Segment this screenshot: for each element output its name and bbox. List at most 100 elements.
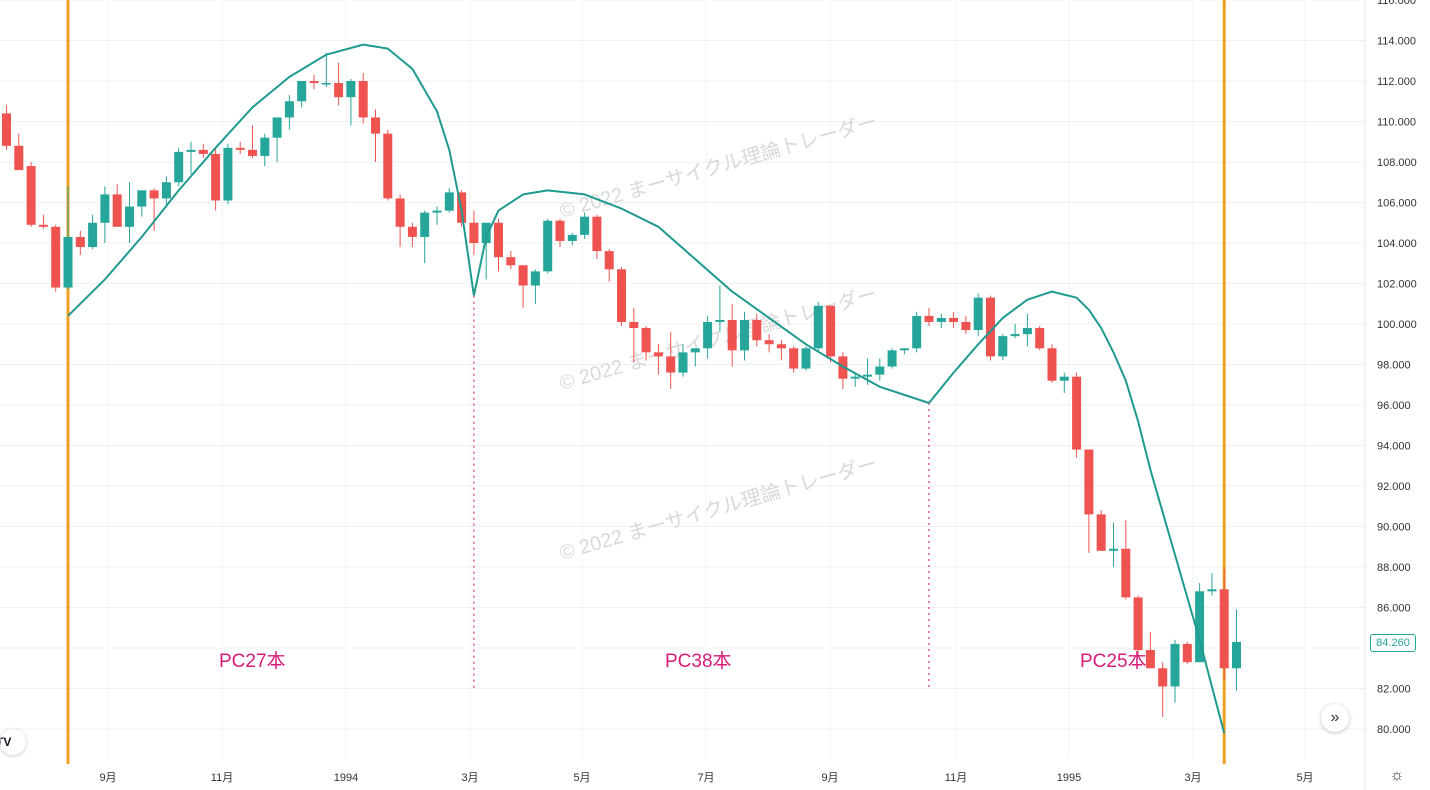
candle-body xyxy=(235,147,245,150)
watermark: © 2022 まーサイクル理論トレーダー xyxy=(557,452,880,565)
candle-body xyxy=(2,113,11,146)
time-tick-label: 3月 xyxy=(1184,772,1201,784)
price-tick-label: 114.000 xyxy=(1377,36,1416,48)
candle-body xyxy=(432,210,442,213)
candle-body xyxy=(924,315,934,322)
price-axis-bg xyxy=(1365,0,1430,790)
candle-body xyxy=(1170,643,1180,687)
candle-body xyxy=(125,206,134,227)
candle-body xyxy=(1133,597,1143,651)
price-tick-label: 110.000 xyxy=(1377,117,1416,129)
candle-body xyxy=(727,319,737,351)
price-tick-label: 100.000 xyxy=(1377,319,1417,331)
price-tick-label: 88.000 xyxy=(1377,562,1411,574)
candle-body xyxy=(371,117,380,134)
cycle-label: PC25本 xyxy=(1080,650,1147,672)
candle-body xyxy=(14,145,24,171)
watermark: © 2022 まーサイクル理論トレーダー xyxy=(557,110,880,223)
candle-body xyxy=(149,190,159,199)
time-tick-label: 3月 xyxy=(461,772,478,784)
candle-body xyxy=(776,344,786,349)
candle-body xyxy=(752,319,762,341)
tradingview-logo[interactable]: TV xyxy=(0,729,26,755)
price-tick-label: 106.000 xyxy=(1377,198,1417,210)
candle-body xyxy=(1072,376,1082,450)
price-tick-label: 90.000 xyxy=(1377,522,1411,534)
candle-body xyxy=(494,222,503,258)
candle-body xyxy=(88,222,98,248)
scroll-to-realtime-button[interactable]: » xyxy=(1321,704,1349,732)
grid xyxy=(0,0,1365,758)
candle-body xyxy=(850,376,860,379)
candle-body xyxy=(211,153,221,201)
candle-body xyxy=(1182,643,1192,663)
candle-body xyxy=(51,226,61,288)
candle-body xyxy=(1219,589,1229,669)
candle-body xyxy=(309,81,319,84)
candle-body xyxy=(1096,514,1106,551)
price-tick-label: 98.000 xyxy=(1377,360,1411,372)
price-axis[interactable]: 80.00082.00084.00086.00088.00090.00092.0… xyxy=(1377,0,1417,736)
candle-body xyxy=(801,348,811,369)
candle-body xyxy=(555,220,565,241)
candle-body xyxy=(592,216,602,252)
candle-body xyxy=(38,224,48,227)
candle-body xyxy=(580,216,590,235)
price-tick-label: 108.000 xyxy=(1377,157,1417,169)
candle-body xyxy=(764,340,774,345)
candle-body xyxy=(641,328,651,353)
candle-body xyxy=(174,151,184,183)
candles xyxy=(2,52,1241,717)
candle-body xyxy=(715,319,725,322)
price-tick-label: 112.000 xyxy=(1377,76,1416,88)
last-price-badge: 84.260 xyxy=(1370,634,1416,652)
candle-body xyxy=(346,81,356,98)
candle-body xyxy=(604,251,614,270)
cycle-curve xyxy=(928,290,1226,734)
cycle-labels: PC27本 PC38本 PC25本 xyxy=(219,650,1147,672)
cycle-curve xyxy=(472,189,930,404)
candle-body xyxy=(1158,668,1168,687)
candle-body xyxy=(530,271,540,286)
candle-body xyxy=(899,348,909,351)
cycle-curves xyxy=(67,43,1226,734)
time-axis[interactable]: 9月 11月 1994 3月 5月 7月 9月 11月 1995 3月 5月 xyxy=(99,772,1313,784)
candle-body xyxy=(949,317,959,322)
candle-body xyxy=(469,222,479,243)
candle-body xyxy=(826,305,836,357)
candle-body xyxy=(690,348,700,353)
candle-body xyxy=(629,321,639,329)
candle-body xyxy=(543,220,553,272)
candle-body xyxy=(666,356,676,373)
candle-body xyxy=(887,350,897,367)
candle-body xyxy=(813,305,823,349)
price-tick-label: 92.000 xyxy=(1377,481,1411,493)
candle-body xyxy=(223,147,233,201)
gear-icon[interactable]: ☼ xyxy=(1389,767,1405,784)
time-tick-label: 5月 xyxy=(573,772,590,784)
candle-body xyxy=(284,101,294,118)
candle-body xyxy=(26,166,36,225)
candle-body xyxy=(961,321,971,331)
candle-body xyxy=(653,352,663,357)
candle-body xyxy=(407,226,417,237)
candle-body xyxy=(789,348,799,369)
candle-body xyxy=(100,194,110,223)
candle-body xyxy=(198,149,208,154)
candle-body xyxy=(518,265,528,286)
double-chevron-right-icon: » xyxy=(1330,709,1340,726)
candle-body xyxy=(1145,650,1155,669)
candle-body xyxy=(912,315,922,349)
candle-body xyxy=(260,137,270,156)
candle-body xyxy=(617,269,626,322)
candle-body xyxy=(334,83,344,98)
candle-body xyxy=(973,297,983,331)
candle-body xyxy=(1059,376,1069,381)
candle-body xyxy=(161,182,171,199)
candle-body xyxy=(444,192,454,211)
time-tick-label: 7月 xyxy=(697,772,714,784)
price-tick-label: 104.000 xyxy=(1377,238,1417,250)
time-tick-label: 11月 xyxy=(945,772,967,784)
candle-body xyxy=(112,194,122,227)
